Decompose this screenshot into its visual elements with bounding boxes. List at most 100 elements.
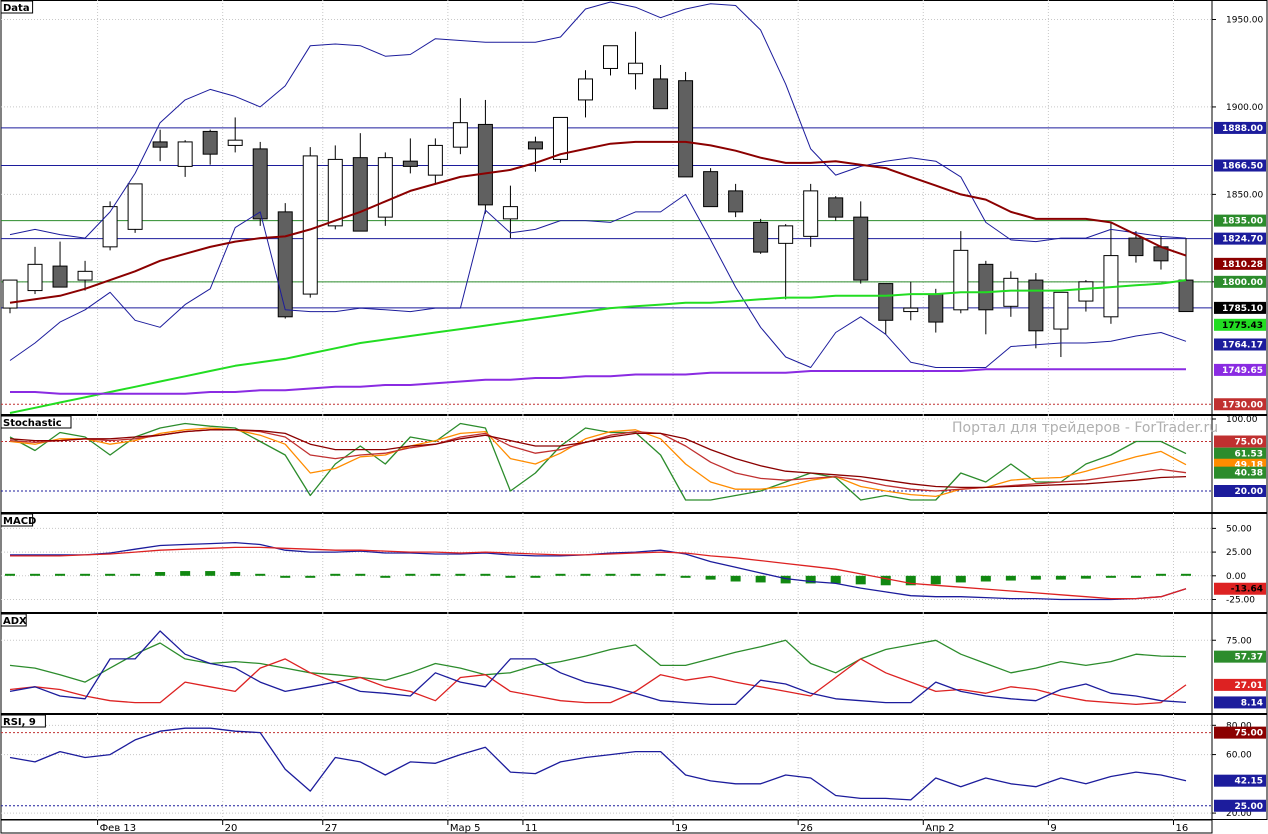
candle-bullish (903, 307, 919, 313)
x-axis-label: 26 (800, 823, 813, 834)
x-axis-label: 19 (675, 823, 688, 834)
series-line (9, 429, 1187, 489)
series-line (9, 1, 1187, 243)
candle-bullish (502, 206, 518, 220)
histogram-bar (555, 573, 566, 576)
candle-bearish (653, 78, 669, 110)
candle-bearish (402, 160, 418, 167)
panel-title: RSI, 9 (3, 717, 36, 728)
histogram-bar (255, 573, 266, 576)
candle-bearish (1028, 279, 1044, 332)
level-badge (1214, 275, 1266, 288)
x-axis-label: 20 (225, 823, 238, 834)
level-badge (1214, 121, 1266, 134)
candle-bullish (377, 157, 393, 218)
axis-tick-label: 1900.00 (1226, 103, 1263, 113)
candle-bullish (427, 144, 443, 176)
candle-bearish (828, 197, 844, 218)
axis-tick-label: 50.00 (1226, 524, 1252, 534)
histogram-bar (305, 575, 316, 578)
histogram-bar (480, 573, 491, 576)
x-axis-label: Апр 2 (925, 823, 954, 834)
candle-bearish (753, 221, 769, 253)
x-axis-frame (0, 819, 1213, 834)
x-axis: Фев 13 20 27 Мар 5 11 19 26 Апр 2 9 16 (0, 819, 1213, 834)
histogram-bar (130, 573, 141, 576)
candle-bullish (102, 206, 118, 248)
panel-frame (0, 0, 1213, 415)
candle-bearish (527, 141, 543, 150)
candle-bullish (302, 155, 318, 295)
histogram-bar (505, 575, 516, 578)
candle-bullish (327, 158, 343, 227)
histogram-bar (1030, 575, 1041, 580)
panel-title-box (0, 0, 34, 14)
panel-title: MACD (3, 516, 36, 527)
x-axis-label: Фев 13 (100, 823, 137, 834)
level-badge-label: 20.00 (1235, 487, 1263, 497)
histogram-bar (530, 575, 541, 578)
candle-bearish (853, 216, 869, 281)
x-axis-label: 11 (525, 823, 538, 834)
candle-bullish (603, 45, 619, 69)
x-axis-label: Мар 5 (450, 823, 481, 834)
histogram-bar (830, 575, 841, 584)
price-axis-frame (1211, 0, 1268, 415)
histogram-bar (880, 575, 891, 586)
candle-bearish (928, 293, 944, 323)
level-badge-label: 25.00 (1235, 802, 1263, 812)
histogram-bar (1181, 573, 1191, 576)
candle-bearish (477, 123, 493, 206)
histogram-bar (5, 573, 15, 576)
value-badge (1214, 363, 1266, 376)
histogram-bar (730, 575, 741, 582)
level-badge-label: 75.00 (1235, 438, 1263, 448)
series-line (9, 639, 1187, 683)
histogram-bar (1055, 575, 1066, 580)
candle-bullish (552, 116, 568, 160)
candle-bearish (252, 148, 268, 220)
panel-title: Data (3, 3, 30, 14)
value-badge-label: 1764.17 (1222, 340, 1263, 350)
level-badge (1214, 214, 1266, 227)
candle-bullish (1078, 281, 1094, 302)
candle-bullish (953, 249, 969, 311)
panel-frame (0, 714, 1213, 820)
histogram-bar (955, 575, 966, 583)
axis-tick-label: 80.00 (1226, 721, 1252, 731)
histogram-bar (980, 575, 991, 582)
candle-bullish (1053, 291, 1069, 330)
histogram-bar (355, 573, 366, 576)
axis-tick-label: 25.00 (1226, 548, 1252, 558)
histogram-bar (280, 575, 291, 578)
candle-bullish (577, 78, 593, 101)
series-line (9, 140, 1187, 304)
candle-bullish (127, 183, 143, 230)
candle-bearish (1128, 237, 1144, 257)
candle-bullish (1003, 277, 1019, 307)
watermark-text: Портал для трейдеров - ForTrader.ru (952, 420, 1218, 436)
level-badge-label: 1888.00 (1222, 124, 1263, 134)
level-badge-label: 1785.10 (1222, 304, 1263, 314)
series-line (9, 630, 1187, 706)
value-badge (1214, 466, 1266, 479)
histogram-bar (1105, 575, 1116, 578)
series-line (10, 546, 1187, 600)
histogram-bar (680, 575, 691, 578)
histogram-bar (30, 573, 41, 576)
value-badge-label: 40.38 (1235, 469, 1263, 479)
value-badge-label: 57.37 (1235, 653, 1263, 663)
series-line (10, 368, 1186, 395)
level-badge (1214, 435, 1266, 448)
series-line (9, 422, 1187, 501)
histogram-bar (230, 572, 241, 576)
candle-bearish (352, 157, 368, 232)
value-badge (1214, 696, 1266, 709)
histogram-bar (630, 573, 641, 576)
histogram-bar (1005, 575, 1016, 581)
candle-bullish (778, 225, 794, 244)
value-badge-label: 1810.28 (1222, 260, 1263, 270)
candle-bullish (628, 62, 644, 75)
value-badge (1214, 650, 1266, 663)
